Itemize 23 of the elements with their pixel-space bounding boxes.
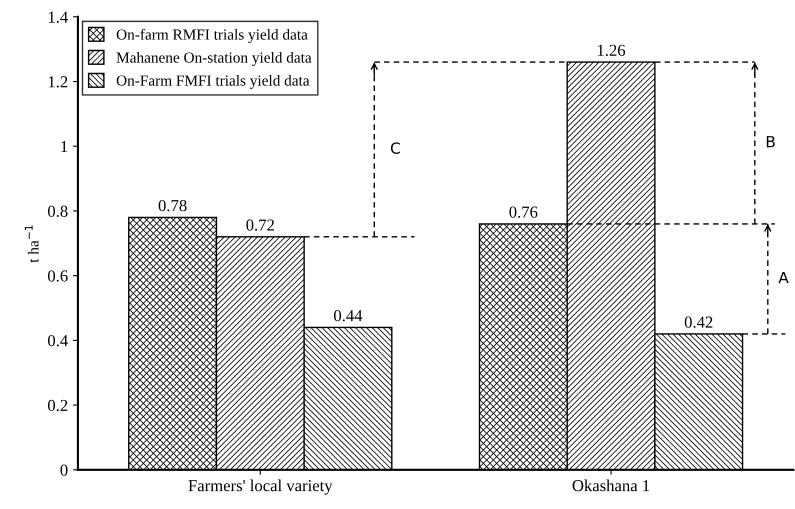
- y-tick-label: 0.6: [48, 270, 68, 282]
- y-tick-label: 1.4: [48, 12, 68, 23]
- y-tick-label: 0.2: [48, 400, 68, 412]
- y-tick-label: 0: [60, 464, 68, 476]
- annotation: C: [390, 142, 400, 154]
- legend-label: Mahanene On-station yield data: [116, 52, 312, 66]
- data-label: 0.42: [684, 316, 712, 328]
- legend-label: On-farm RMFI trials yield data: [116, 28, 308, 43]
- x-tick-label: Okashana 1: [572, 480, 650, 492]
- data-label: 0.76: [509, 206, 538, 218]
- annotation: A: [778, 272, 789, 284]
- data-label: 1.26: [598, 44, 626, 56]
- annotation: B: [766, 136, 775, 148]
- y-tick-label: 1.2: [48, 76, 68, 88]
- data-label: 0.78: [158, 200, 187, 212]
- data-label: 0.44: [334, 310, 362, 322]
- y-tick-label: 0.4: [48, 335, 68, 346]
- x-tick-label: Farmers' local variety: [188, 480, 333, 495]
- legend-label: On-Farm FMFI trials yield data: [116, 74, 310, 89]
- y-tick-label: 1: [61, 141, 68, 152]
- y-axis-title: t ha$^{−1}$: [24, 225, 39, 263]
- data-label: 0.72: [246, 219, 274, 231]
- y-tick-label: 0.8: [48, 206, 68, 217]
